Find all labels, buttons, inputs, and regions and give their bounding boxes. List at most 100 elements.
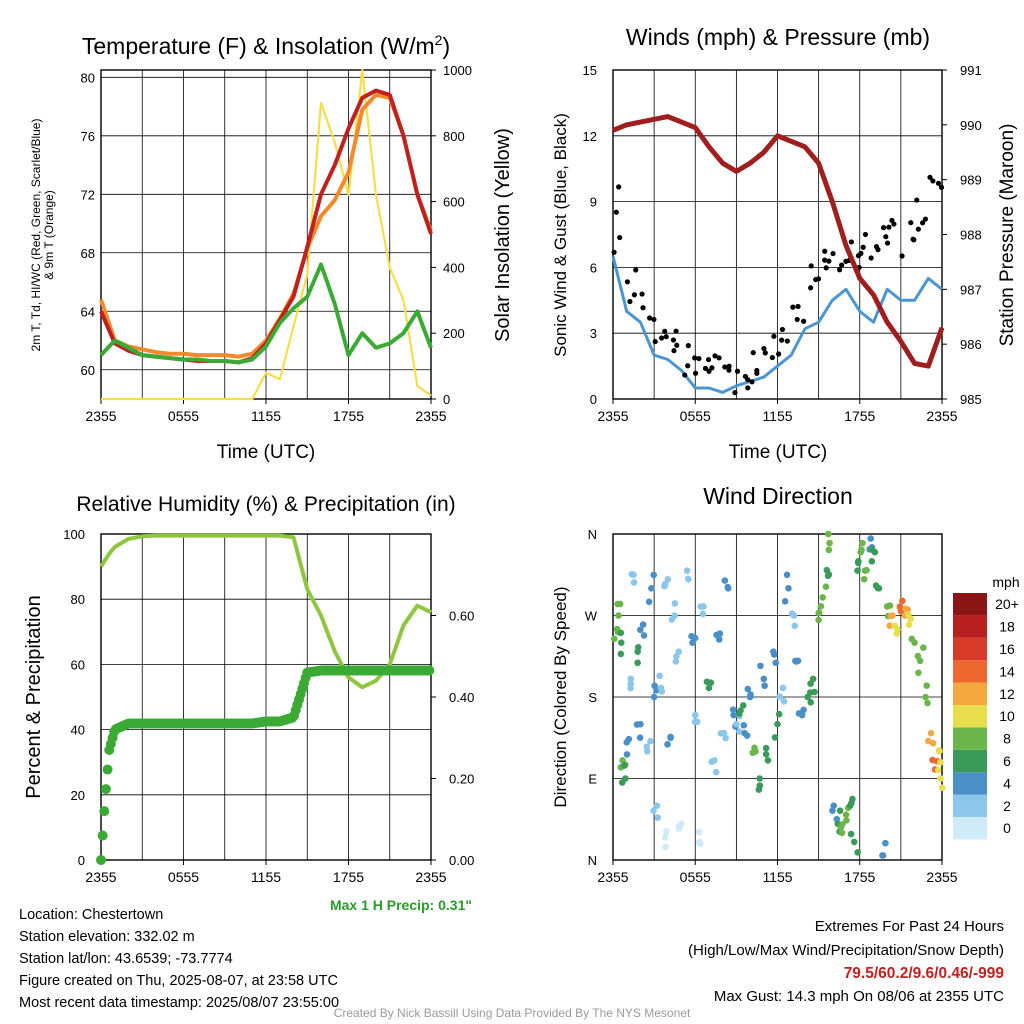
x-axis-label: Time (UTC) [729,442,828,463]
precip-point [96,855,106,865]
direction-point [708,758,716,765]
legend-swatch [953,593,987,616]
x-tick-label: 1755 [333,869,364,885]
direction-point [861,567,869,574]
y2-axis-label: Station Pressure (Maroon) [997,124,1018,347]
legend-swatch [953,660,987,683]
direction-point [867,535,875,542]
direction-point [650,807,657,815]
recent-data-label: Most recent data timestamp: 2025/08/07 2… [19,995,340,1011]
direction-point [640,632,648,639]
legend-title: mph [992,574,1019,590]
y-tick-label: S [588,690,597,705]
direction-point [645,598,653,606]
location-label: Location: Chestertown [19,907,164,923]
legend-label: 20+ [995,596,1019,612]
direction-point [703,678,711,686]
y-axis-label-line2: & 9m T (Orange) [42,190,56,280]
gust-point [801,318,807,324]
x-tick-label: 1155 [251,869,281,885]
direction-point [650,571,658,579]
y-tick-label: 9 [590,195,597,210]
direction-point [634,659,641,667]
x-tick-label: 0555 [168,408,199,424]
gust-point [696,355,702,362]
direction-point [882,839,889,847]
direction-point [842,811,850,819]
gust-point [771,333,777,339]
legend-swatch [953,705,987,728]
gust-point [938,184,945,190]
legend-swatch [953,794,987,817]
direction-point [860,575,868,583]
direction-point [743,732,751,739]
x-axis-label: Time (UTC) [217,442,316,463]
gust-point [858,250,864,256]
gust-point [754,367,760,374]
direction-point [772,659,780,667]
y-tick-label: 60 [81,363,95,378]
gust-point [652,338,658,345]
y2-tick-label: 985 [960,392,982,407]
gust-point [784,338,790,344]
direction-point [815,609,823,616]
gust-point [716,355,722,361]
direction-point [771,734,779,741]
y2-tick-label: 400 [443,260,465,275]
gust-point [927,174,933,180]
legend-label: 12 [999,686,1015,702]
y-tick-label: 80 [71,592,85,607]
x-tick-label: 2355 [597,408,628,424]
gust-point [762,350,768,356]
legend-swatch [953,727,987,750]
gust-point [808,285,814,291]
y2-tick-label: 0.00 [449,853,474,868]
legend-swatch [953,817,987,840]
direction-point [915,669,922,677]
direction-point [829,807,836,815]
direction-point [733,720,740,728]
direction-point [774,720,781,728]
direction-point [886,602,894,609]
direction-point [610,635,618,643]
y2-tick-label: 800 [443,129,465,144]
gust-point [815,276,822,282]
direction-point [822,583,830,591]
gust-point [624,279,630,285]
gust-point [671,348,677,354]
gust-point [795,303,801,310]
direction-point [934,766,942,774]
direction-point [663,828,670,836]
y2-tick-label: 200 [443,326,465,341]
direction-point [783,571,791,579]
gust-point [631,292,637,298]
direction-point [628,570,636,578]
direction-point [920,644,927,651]
credit-label: Created By Nick Bassill Using Data Provi… [333,1006,691,1020]
chart-title-winds: Winds (mph) & Pressure (mb) [626,24,930,50]
direction-point [811,688,818,696]
gust-point [769,354,775,361]
direction-point [775,710,783,718]
direction-point [634,644,642,651]
direction-points [610,530,946,859]
gust-point [911,237,917,243]
gust-point [873,244,880,250]
direction-point [671,600,679,607]
gust-point [745,385,751,391]
direction-point [780,698,788,705]
x-tick-label: 2355 [85,408,116,424]
direction-point [905,621,913,628]
gust-point [914,197,920,203]
direction-point [661,834,669,841]
x-tick-label: 0555 [680,869,711,885]
gust-point [930,178,936,184]
max-precip-label: Max 1 H Precip: 0.31" [329,897,472,913]
direction-point [872,582,880,589]
direction-point [788,610,796,618]
gust-point [808,263,814,269]
x-tick-label: 1155 [762,408,792,424]
direction-point [662,843,670,851]
series-yellow [101,68,432,401]
